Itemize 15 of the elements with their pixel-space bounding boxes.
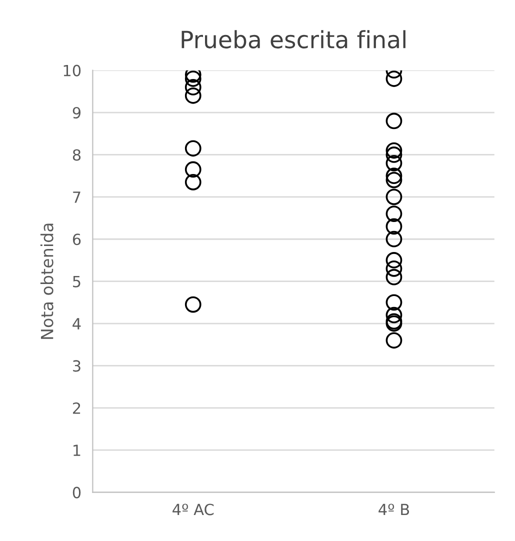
y-tick-label: 0 <box>72 486 81 498</box>
x-tick-label: 4º AC <box>172 504 214 516</box>
y-tick-label: 8 <box>72 149 81 161</box>
y-axis-title: Nota obtenida <box>40 224 54 339</box>
y-tick-label: 3 <box>73 360 80 372</box>
y-tick-label: 10 <box>64 64 81 76</box>
y-tick-label: 1 <box>74 444 80 456</box>
y-tick-label: 9 <box>72 106 81 119</box>
y-tick-label: 7 <box>73 192 80 203</box>
y-tick-label: 6 <box>72 234 81 246</box>
chart-title: Prueba escrita final <box>182 30 406 48</box>
y-tick-label: 2 <box>72 402 80 414</box>
y-tick-label: 4 <box>72 318 81 330</box>
y-tick-label: 5 <box>73 276 80 288</box>
x-tick-label: 4º B <box>378 504 410 516</box>
